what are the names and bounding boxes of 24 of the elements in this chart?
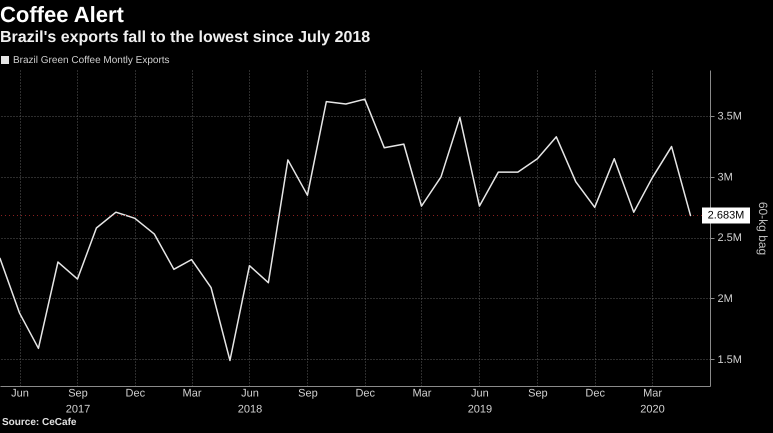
x-tick-label: Jun 2019 — [468, 388, 492, 416]
chart-title: Coffee Alert — [0, 2, 125, 27]
source-note: Source: CeCafe — [2, 417, 77, 428]
chart-subtitle: Brazil's exports fall to the lowest since July 2018 — [0, 29, 370, 46]
y-tick-label: 1.5M — [718, 354, 742, 366]
x-tick-label: Dec — [126, 388, 146, 400]
line-series — [0, 98, 692, 362]
y-tick-label: 2M — [718, 292, 733, 305]
x-tick-label: Mar 2020 — [640, 388, 665, 416]
x-tick-label: Sep — [528, 388, 548, 400]
y-tick-label: 3.5M — [718, 110, 742, 123]
y-tick-label: 2.5M — [718, 232, 742, 244]
x-tick-label: Sep — [298, 388, 318, 400]
x-tick-label: Sep 2017 — [66, 388, 90, 416]
y-axis-title: 60-kg bag — [756, 202, 770, 256]
x-tick-label: Mar — [412, 388, 432, 400]
y-tick-label: 3M — [718, 171, 733, 184]
x-tick-label: Mar — [182, 388, 202, 400]
x-tick-label: Jun 2018 — [238, 388, 262, 416]
ref-line-label: 2.683M — [708, 209, 744, 222]
x-tick-label: Dec — [355, 388, 376, 400]
legend-label: Brazil Green Coffee Montly Exports — [13, 55, 170, 66]
x-tick-label: Dec — [585, 388, 606, 400]
x-tick-label: Jun — [11, 388, 29, 400]
